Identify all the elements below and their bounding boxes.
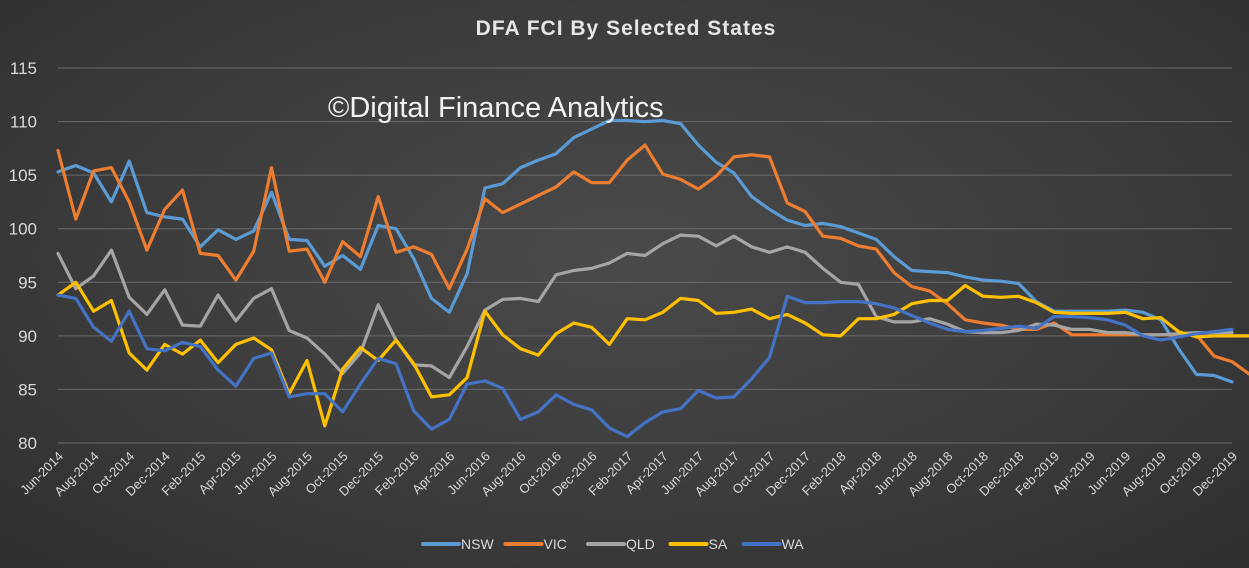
legend-item-nsw: NSW [421, 536, 494, 552]
watermark-text: ©Digital Finance Analytics [328, 92, 664, 124]
y-tick-label: 105 [9, 166, 37, 185]
legend-item-sa: SA [668, 536, 728, 552]
legend-label: VIC [544, 536, 567, 552]
y-tick-label: 100 [9, 220, 37, 239]
y-tick-label: 110 [10, 113, 37, 132]
legend-label: WA [782, 536, 805, 552]
legend: NSW VIC QLD SA WA [421, 536, 805, 552]
y-tick-label: 115 [10, 59, 37, 78]
x-axis-ticks: Jun-2014Aug-2014Oct-2014Dec-2014Feb-2015… [17, 449, 1240, 499]
legend-item-qld: QLD [586, 536, 655, 552]
series-lines [56, 118, 1249, 439]
series-line-vic [56, 143, 1249, 376]
series-line-qld [56, 233, 1234, 380]
legend-label: NSW [461, 536, 494, 552]
legend-label: QLD [626, 536, 655, 552]
legend-item-wa: WA [741, 536, 805, 552]
y-tick-label: 85 [18, 380, 37, 399]
y-axis-ticks: 80 85 90 95 100 105 110 115 [9, 59, 37, 453]
y-tick-label: 90 [18, 327, 37, 346]
legend-label: SA [709, 536, 728, 552]
chart-title: DFA FCI By Selected States [476, 17, 777, 40]
series-line-nsw [56, 118, 1234, 384]
y-tick-label: 95 [18, 273, 37, 292]
y-tick-label: 80 [18, 434, 37, 453]
legend-item-vic: VIC [503, 536, 567, 552]
series-line-wa [56, 293, 1234, 439]
series-line-sa [56, 280, 1249, 428]
